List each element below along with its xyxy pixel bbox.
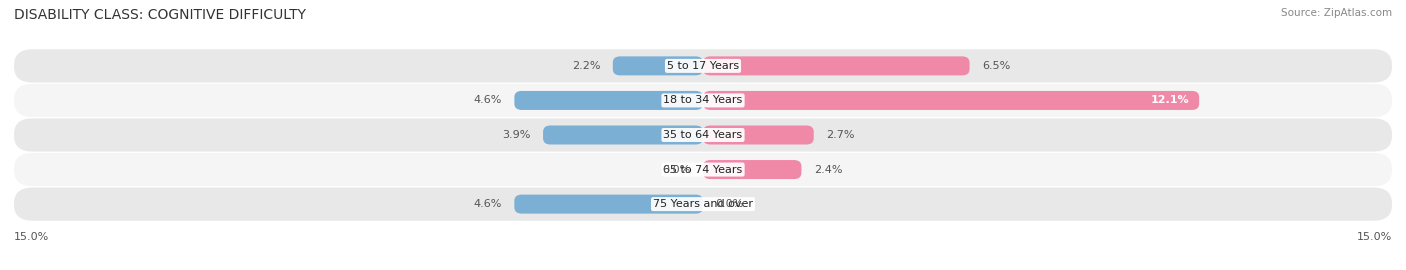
Text: 2.2%: 2.2% xyxy=(572,61,600,71)
Text: 15.0%: 15.0% xyxy=(1357,232,1392,242)
FancyBboxPatch shape xyxy=(14,153,1392,186)
Text: 5 to 17 Years: 5 to 17 Years xyxy=(666,61,740,71)
Text: 0.0%: 0.0% xyxy=(716,199,744,209)
FancyBboxPatch shape xyxy=(703,160,801,179)
Text: 4.6%: 4.6% xyxy=(474,199,502,209)
Text: DISABILITY CLASS: COGNITIVE DIFFICULTY: DISABILITY CLASS: COGNITIVE DIFFICULTY xyxy=(14,8,307,22)
Text: 6.5%: 6.5% xyxy=(981,61,1010,71)
FancyBboxPatch shape xyxy=(515,91,703,110)
FancyBboxPatch shape xyxy=(703,91,1199,110)
Text: 12.1%: 12.1% xyxy=(1150,95,1189,106)
Text: 18 to 34 Years: 18 to 34 Years xyxy=(664,95,742,106)
FancyBboxPatch shape xyxy=(14,188,1392,221)
Text: 2.4%: 2.4% xyxy=(814,164,842,175)
Text: 4.6%: 4.6% xyxy=(474,95,502,106)
FancyBboxPatch shape xyxy=(14,119,1392,151)
FancyBboxPatch shape xyxy=(703,126,814,144)
Text: 3.9%: 3.9% xyxy=(502,130,531,140)
FancyBboxPatch shape xyxy=(14,84,1392,117)
FancyBboxPatch shape xyxy=(543,126,703,144)
Text: 35 to 64 Years: 35 to 64 Years xyxy=(664,130,742,140)
Text: 2.7%: 2.7% xyxy=(827,130,855,140)
Text: 0.0%: 0.0% xyxy=(662,164,690,175)
FancyBboxPatch shape xyxy=(515,195,703,214)
Text: Source: ZipAtlas.com: Source: ZipAtlas.com xyxy=(1281,8,1392,18)
Text: 15.0%: 15.0% xyxy=(14,232,49,242)
Text: 75 Years and over: 75 Years and over xyxy=(652,199,754,209)
Text: 65 to 74 Years: 65 to 74 Years xyxy=(664,164,742,175)
FancyBboxPatch shape xyxy=(613,56,703,75)
FancyBboxPatch shape xyxy=(703,56,970,75)
FancyBboxPatch shape xyxy=(14,49,1392,82)
